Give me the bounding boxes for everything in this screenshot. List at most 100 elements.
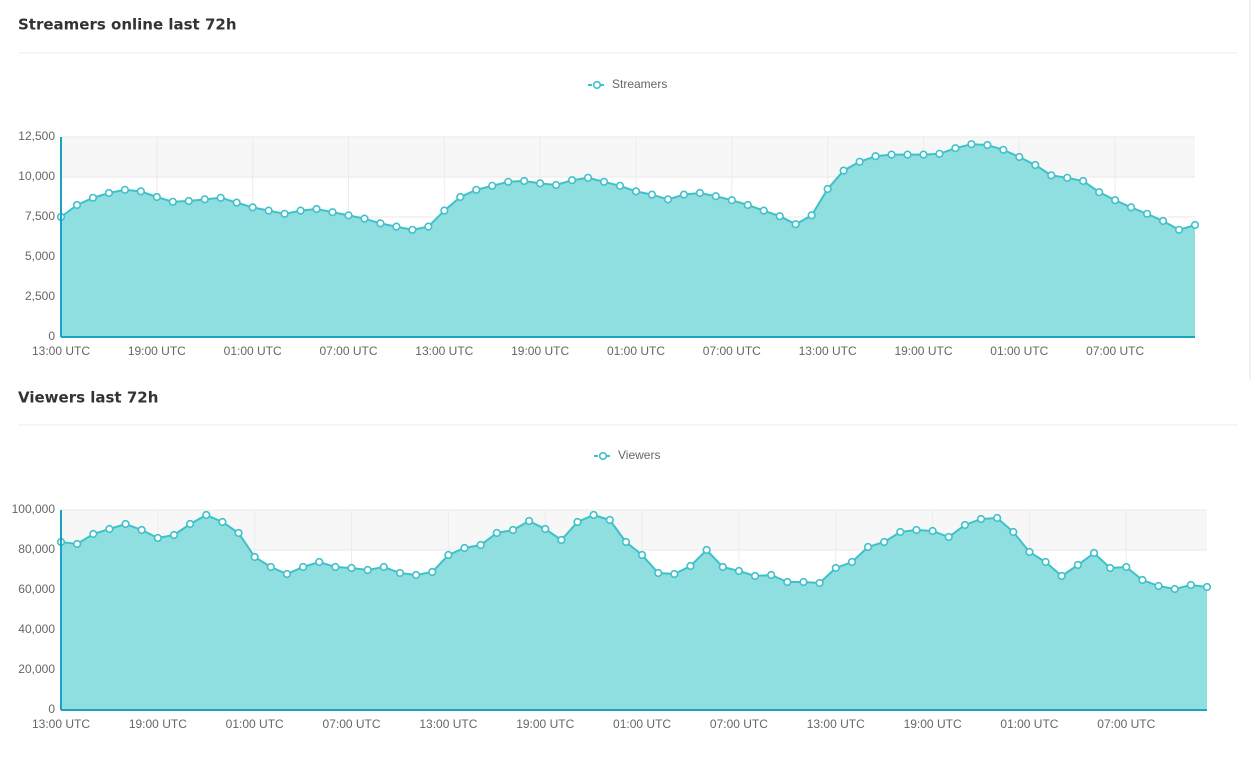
data-point <box>823 184 832 194</box>
data-point <box>847 557 857 567</box>
data-point <box>120 185 129 194</box>
data-point <box>456 192 465 202</box>
data-point <box>695 188 704 198</box>
data-point <box>951 144 960 153</box>
x-tick-label: 13:00 UTC <box>32 717 90 731</box>
data-point <box>476 540 485 550</box>
legend-label: Viewers <box>618 448 660 462</box>
data-point <box>637 550 647 560</box>
data-point <box>631 187 641 196</box>
data-point <box>379 562 388 572</box>
x-tick-label: 19:00 UTC <box>894 344 952 358</box>
data-point <box>647 190 657 199</box>
y-tick-label: 0 <box>48 329 55 343</box>
data-point <box>944 532 953 542</box>
data-point <box>299 562 308 572</box>
data-point <box>395 568 405 578</box>
data-point <box>831 563 840 573</box>
data-point <box>72 200 82 210</box>
data-point <box>702 545 711 555</box>
data-point <box>472 185 481 194</box>
y-tick-label: 60,000 <box>18 582 55 596</box>
data-point <box>216 193 225 202</box>
data-point <box>711 192 720 201</box>
data-point <box>152 192 161 202</box>
data-point <box>392 222 401 231</box>
data-point <box>492 528 501 538</box>
data-point <box>1047 171 1056 180</box>
data-point <box>887 150 896 159</box>
y-tick-label: 40,000 <box>18 622 55 636</box>
data-point <box>121 519 130 529</box>
data-point <box>488 181 497 190</box>
chart-title: Streamers online last 72h <box>18 16 237 34</box>
data-point <box>89 529 98 539</box>
data-point <box>1041 557 1050 567</box>
data-point <box>1095 188 1104 197</box>
data-point <box>153 533 162 543</box>
x-tick-label: 13:00 UTC <box>415 344 473 358</box>
data-point <box>654 568 663 578</box>
data-point <box>928 526 937 536</box>
data-point <box>880 537 889 547</box>
y-tick-label: 2,500 <box>25 289 55 303</box>
area-fill <box>61 144 1195 337</box>
x-tick-label: 01:00 UTC <box>224 344 282 358</box>
data-point <box>250 552 259 562</box>
legend-label: Streamers <box>612 77 667 91</box>
data-point <box>1111 196 1120 205</box>
data-point <box>734 566 744 576</box>
data-point <box>88 193 98 202</box>
data-point <box>815 578 824 588</box>
data-point <box>1031 160 1040 170</box>
area-fill <box>61 515 1207 710</box>
data-point <box>767 570 776 580</box>
data-point <box>912 525 921 535</box>
data-point <box>750 571 760 581</box>
data-point <box>903 150 912 159</box>
data-point <box>411 570 421 580</box>
data-point <box>1009 527 1018 537</box>
data-point <box>186 519 195 529</box>
y-tick-label: 12,500 <box>18 129 55 143</box>
data-point <box>1122 562 1131 572</box>
x-tick-label: 13:00 UTC <box>799 344 857 358</box>
data-point <box>104 188 114 198</box>
data-point <box>536 179 545 188</box>
data-point <box>296 206 305 215</box>
x-tick-label: 01:00 UTC <box>613 717 671 731</box>
data-point <box>508 525 518 535</box>
data-point <box>444 550 453 560</box>
x-tick-label: 01:00 UTC <box>226 717 284 731</box>
data-point <box>743 200 752 210</box>
data-point <box>428 567 437 577</box>
x-tick-label: 01:00 UTC <box>1000 717 1058 731</box>
data-point <box>976 514 986 524</box>
data-point <box>360 214 369 223</box>
data-point <box>137 525 146 535</box>
data-point <box>168 197 177 206</box>
data-point <box>1127 203 1136 212</box>
data-point <box>1025 547 1034 557</box>
data-point <box>1174 225 1184 234</box>
data-point <box>615 181 625 190</box>
data-point <box>552 180 561 190</box>
data-point <box>759 206 768 215</box>
y-tick-label: 5,000 <box>25 249 55 263</box>
data-point <box>896 527 905 537</box>
data-point <box>315 557 324 567</box>
data-point <box>967 140 976 149</box>
data-point <box>807 211 816 220</box>
x-tick-label: 19:00 UTC <box>511 344 569 358</box>
data-point <box>363 565 372 575</box>
data-point <box>1138 575 1147 585</box>
data-point <box>839 166 848 175</box>
x-tick-label: 13:00 UTC <box>32 344 90 358</box>
data-point <box>557 535 566 545</box>
data-point <box>775 212 784 221</box>
data-point <box>266 562 275 572</box>
data-point <box>376 219 385 228</box>
data-point <box>136 187 145 196</box>
data-point <box>999 145 1008 154</box>
